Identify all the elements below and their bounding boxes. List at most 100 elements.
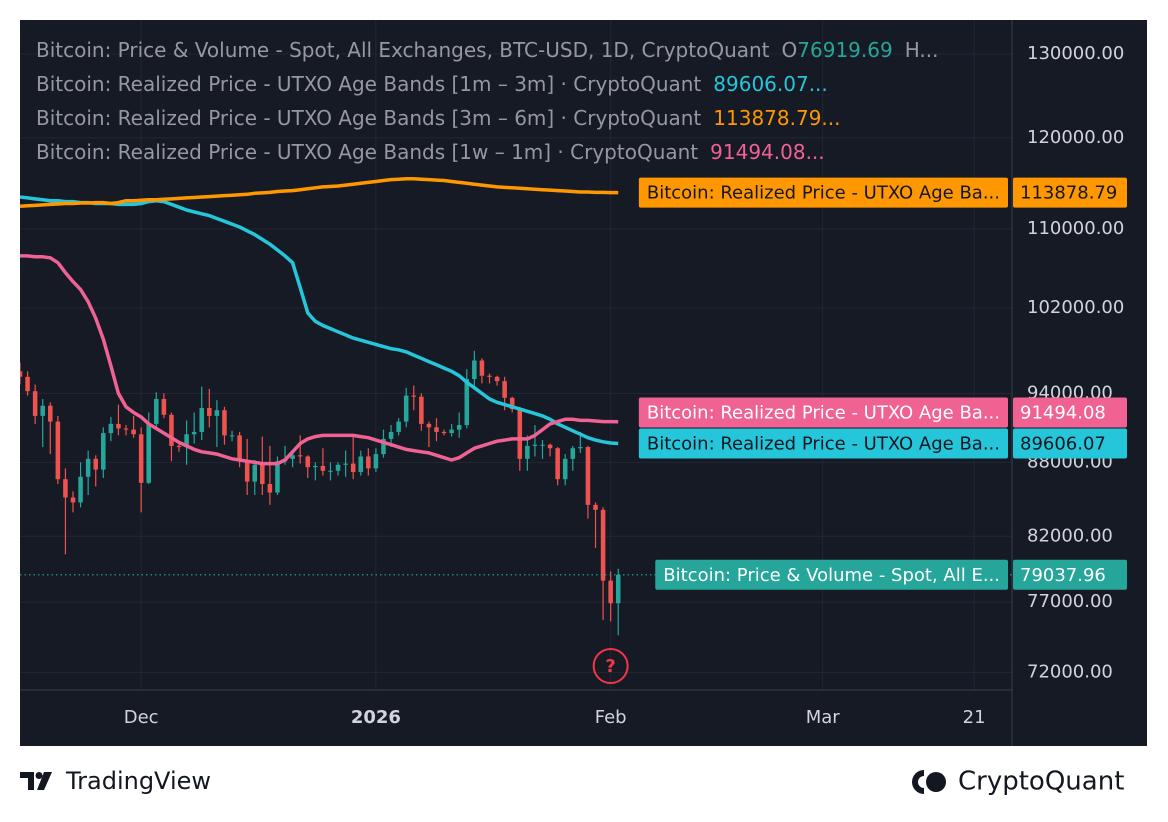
series-tag — [638, 428, 1008, 459]
candle-body — [40, 405, 45, 416]
candle-body — [449, 429, 454, 434]
event-marker — [592, 648, 629, 684]
grid — [20, 20, 1012, 690]
candle-body — [396, 421, 401, 432]
candle-body — [509, 397, 515, 410]
candle-body — [48, 405, 53, 422]
x-tick-label: Feb — [595, 707, 627, 728]
candle-body — [123, 428, 129, 430]
price-tag-value: 79037.96 — [1020, 565, 1106, 586]
candle-body — [176, 445, 182, 448]
candle-body — [85, 458, 91, 477]
price-tag — [1013, 559, 1127, 590]
cryptoquant-logo: CryptoQuant — [912, 767, 1124, 797]
candle-body — [93, 458, 98, 470]
price-tag-value: 113878.79 — [1020, 183, 1117, 204]
candle-body — [237, 435, 242, 461]
legend-name: Bitcoin: Realized Price - UTXO Age Bands… — [36, 72, 701, 96]
candle-body — [335, 464, 341, 471]
chart-background — [20, 20, 1147, 746]
candle-body — [229, 435, 235, 437]
legend-value: 91494.08... — [710, 140, 825, 164]
candle-body — [131, 429, 136, 435]
candle-body — [502, 381, 507, 398]
candle-body — [297, 455, 303, 457]
y-tick-label: 72000.00 — [1027, 661, 1113, 682]
series-tag — [638, 177, 1008, 208]
plot-area — [20, 176, 1012, 636]
candle-body — [403, 395, 409, 422]
price-tag — [1013, 428, 1127, 459]
candle-body — [32, 391, 38, 416]
x-tick-label: 21 — [963, 707, 986, 728]
candle-body — [20, 371, 23, 377]
candle-body — [101, 433, 106, 470]
candle-body — [464, 379, 470, 426]
candle-body — [615, 574, 621, 604]
candle-body — [411, 395, 417, 397]
candle-body — [517, 409, 523, 459]
candle-body — [55, 421, 61, 480]
candle-body — [532, 444, 538, 446]
legend-name: Bitcoin: Realized Price - UTXO Age Bands… — [36, 106, 701, 130]
candle-body — [494, 376, 500, 382]
candle-body — [419, 396, 424, 424]
y-tick-label: 130000.00 — [1027, 43, 1124, 64]
y-tick-label: 110000.00 — [1027, 218, 1124, 239]
candle-body — [540, 444, 545, 446]
legend-value: 113878.79... — [713, 106, 840, 130]
x-tick-label: Dec — [124, 707, 159, 728]
candle-body — [600, 509, 606, 581]
candle-body — [366, 456, 371, 469]
legend-value: 89606.07... — [713, 72, 828, 96]
legend-open-value: 76919.69 — [797, 38, 892, 62]
candle-body — [275, 461, 280, 493]
candle-body — [373, 454, 379, 469]
candle-body — [562, 458, 568, 480]
legend-open-prefix: O — [782, 38, 798, 62]
candle-body — [578, 447, 583, 449]
candle-body — [116, 423, 121, 429]
candle-body — [191, 431, 197, 435]
axes: 130000.00120000.00110000.00102000.009400… — [124, 43, 1125, 728]
candle-body — [570, 448, 576, 459]
candle-body — [388, 431, 394, 439]
legend-more: H... — [905, 38, 939, 62]
legend-entry: Bitcoin: Realized Price - UTXO Age Bands… — [36, 140, 825, 164]
candle-body — [456, 425, 462, 430]
candle-body — [555, 448, 560, 480]
candle-body — [25, 376, 30, 392]
series-tag — [638, 397, 1008, 428]
candle-body — [78, 476, 83, 503]
candle-body — [525, 445, 530, 459]
price-tag-value: 89606.07 — [1020, 433, 1106, 454]
candle-body — [154, 398, 159, 424]
legend: Bitcoin: Price & Volume - Spot, All Exch… — [36, 38, 938, 164]
series-tag-label: Bitcoin: Realized Price - UTXO Age Ba... — [647, 433, 1000, 454]
tradingview-brand: TradingView — [65, 767, 211, 795]
candle-body — [328, 470, 333, 472]
price-tag — [1013, 177, 1127, 208]
candle-body — [343, 463, 348, 465]
price-tags: 79037.96 Bitcoin: Price & Volume - Spot, … — [638, 177, 1127, 590]
candle-body — [252, 464, 258, 482]
candle-body — [547, 444, 553, 449]
candle-body — [381, 438, 386, 455]
candle-body — [479, 360, 485, 376]
x-tick-label: 2026 — [351, 707, 401, 728]
y-tick-label: 82000.00 — [1027, 525, 1113, 546]
candle-body — [138, 434, 144, 483]
series-line — [20, 176, 619, 209]
series-tag-label: Bitcoin: Realized Price - UTXO Age Ba... — [647, 183, 1000, 204]
candle-body — [70, 497, 76, 503]
candle-body — [108, 423, 114, 434]
candle-body — [593, 504, 598, 510]
candle-body — [313, 465, 318, 468]
legend-name: Bitcoin: Realized Price - UTXO Age Bands… — [36, 140, 698, 164]
price-tag-value: 91494.08 — [1020, 402, 1106, 423]
candle-body — [441, 431, 447, 434]
candle-body — [184, 434, 189, 448]
series-tag — [655, 559, 1008, 590]
